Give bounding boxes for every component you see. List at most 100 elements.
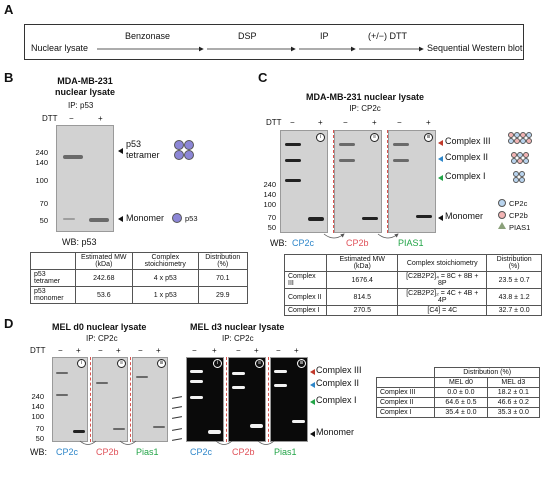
panel-c-ip: IP: CP2c bbox=[349, 104, 381, 113]
band bbox=[362, 217, 378, 220]
panel-c-wb-label: WB: bbox=[270, 238, 287, 248]
panel-c-blot-cp2b: ii bbox=[334, 130, 382, 233]
panel-c-title: MDA-MB-231 nuclear lysate bbox=[305, 92, 425, 102]
lane-minus: − bbox=[276, 346, 281, 355]
band bbox=[190, 370, 203, 373]
d3-blot-cp2b: ii bbox=[228, 357, 266, 442]
lane-minus: − bbox=[58, 346, 63, 355]
workflow-step-lysate: Nuclear lysate bbox=[31, 43, 89, 53]
marker-tick bbox=[171, 396, 183, 399]
marker-50: 50 bbox=[35, 434, 44, 443]
table-header-row: MEL d0 MEL d3 bbox=[375, 377, 541, 388]
lane-minus: − bbox=[236, 346, 241, 355]
lane-plus: + bbox=[254, 346, 259, 355]
blot-number: iii bbox=[424, 133, 433, 142]
table-cell: 18.2 ± 0.1 bbox=[486, 387, 541, 398]
panel-c-dtt: DTT bbox=[266, 118, 282, 127]
table-row: Complex I 35.4 ± 0.0 35.3 ± 0.0 bbox=[375, 407, 541, 418]
label-complex-i: Complex I bbox=[316, 395, 357, 405]
panel-b-table: Estimated MW (kDa) Complex stoichiometry… bbox=[30, 252, 248, 304]
blot-divider bbox=[387, 130, 388, 233]
d0-blot-pias1: iii bbox=[132, 357, 168, 442]
panel-b-dtt: DTT bbox=[42, 114, 58, 123]
wb-target-pias1-d3: Pias1 bbox=[274, 447, 297, 457]
table-cell: p53 monomer bbox=[30, 286, 76, 304]
marker-70: 70 bbox=[267, 213, 276, 222]
panel-b-title-line2: nuclear lysate bbox=[54, 87, 116, 97]
marker-50: 50 bbox=[267, 223, 276, 232]
table-cell: Complex I bbox=[283, 305, 328, 316]
blot-divider bbox=[90, 357, 91, 442]
blot-number: i bbox=[213, 359, 222, 368]
panel-c-lane-minus-3: − bbox=[397, 118, 402, 127]
band bbox=[308, 217, 324, 221]
label-monomer: Monomer bbox=[316, 427, 355, 437]
table-cell: [C2B2P2]₂ = 4C + 4B + 4P bbox=[397, 288, 488, 306]
panel-c-table: Estimated MW (kDa) Complex stoichiometry… bbox=[283, 254, 542, 316]
band bbox=[232, 386, 245, 389]
table-header-cell: Estimated MW (kDa) bbox=[74, 252, 134, 270]
table-cell: 29.9 bbox=[197, 286, 248, 304]
panel-c-lane-plus-2: + bbox=[372, 118, 377, 127]
marker-tick bbox=[171, 428, 183, 431]
d0-blot-cp2c: i bbox=[52, 357, 88, 442]
table-cell: 1676.4 bbox=[326, 271, 399, 289]
panel-b-label: B bbox=[4, 70, 14, 85]
p53-tetramer-icon bbox=[174, 140, 194, 160]
band-monomer bbox=[89, 218, 109, 222]
table-cell: 35.3 ± 0.0 bbox=[486, 407, 541, 418]
panel-d-title-d3: MEL d3 nuclear lysate bbox=[190, 322, 285, 332]
wb-target-cp2c: CP2c bbox=[292, 238, 315, 248]
table-cell: 270.5 bbox=[326, 305, 399, 316]
table-header-cell: Distribution (%) bbox=[486, 254, 542, 272]
table-cell: 242.68 bbox=[74, 269, 134, 287]
table-cell: 1 x p53 bbox=[132, 286, 199, 304]
complex-iii-icon bbox=[508, 130, 536, 146]
workflow-step-western: Sequential Western blot bbox=[427, 43, 523, 53]
stripping-arrows bbox=[79, 440, 275, 445]
tetramer-arrow-icon bbox=[118, 148, 123, 154]
legend-cp2c: CP2c bbox=[509, 199, 528, 208]
monomer-arrow-icon bbox=[310, 431, 315, 437]
panel-d-label: D bbox=[4, 316, 14, 331]
label-tetramer-line1: p53 bbox=[126, 139, 142, 149]
table-header-cell: Complex stoichiometry bbox=[132, 252, 199, 270]
panel-c-lane-plus-1: + bbox=[318, 118, 323, 127]
blot-divider bbox=[268, 357, 269, 442]
panel-c-lane-minus-1: − bbox=[290, 118, 295, 127]
band-tetramer bbox=[63, 155, 83, 159]
table-cell: [C2B2P2]₄ = 8C + 8B + 8P bbox=[397, 271, 488, 289]
blot-number: ii bbox=[370, 133, 379, 142]
marker-100: 100 bbox=[35, 176, 48, 185]
band bbox=[96, 382, 108, 384]
table-cell: Complex II bbox=[283, 288, 328, 306]
panel-d-ip-d0: IP: CP2c bbox=[86, 334, 118, 343]
table-row: Complex II 814.5 [C2B2P2]₂ = 4C + 4B + 4… bbox=[283, 288, 542, 306]
marker-140: 140 bbox=[263, 190, 276, 199]
panel-c-label: C bbox=[258, 70, 268, 85]
lane-plus: + bbox=[116, 346, 121, 355]
complex-i-arrow-icon bbox=[310, 399, 315, 405]
marker-50: 50 bbox=[39, 216, 48, 225]
band bbox=[250, 424, 263, 428]
table-header-row: Distribution (%) bbox=[376, 367, 540, 378]
table-row: Complex III 0.0 ± 0.0 18.2 ± 0.1 bbox=[375, 387, 541, 398]
table-header-cell bbox=[376, 367, 436, 378]
band bbox=[274, 370, 287, 373]
marker-70: 70 bbox=[35, 424, 44, 433]
complex-i-icon bbox=[512, 170, 528, 184]
table-header-cell bbox=[283, 254, 328, 272]
panel-c-lane-minus-2: − bbox=[343, 118, 348, 127]
d0-blot-cp2b: ii bbox=[92, 357, 128, 442]
monomer-arrow-icon bbox=[118, 216, 123, 222]
table-header-cell bbox=[375, 377, 436, 388]
wb-target-cp2b-d3: CP2b bbox=[232, 447, 255, 457]
wb-target-cp2c-d0: CP2c bbox=[56, 447, 79, 457]
blot-number: ii bbox=[255, 359, 264, 368]
marker-100: 100 bbox=[31, 412, 44, 421]
wb-target-cp2c-d3: CP2c bbox=[190, 447, 213, 457]
table-header-cell: Distribution (%) bbox=[434, 367, 540, 378]
table-cell: 43.8 ± 1.2 bbox=[486, 288, 542, 306]
band bbox=[285, 179, 301, 182]
table-cell: p53 tetramer bbox=[30, 269, 76, 287]
